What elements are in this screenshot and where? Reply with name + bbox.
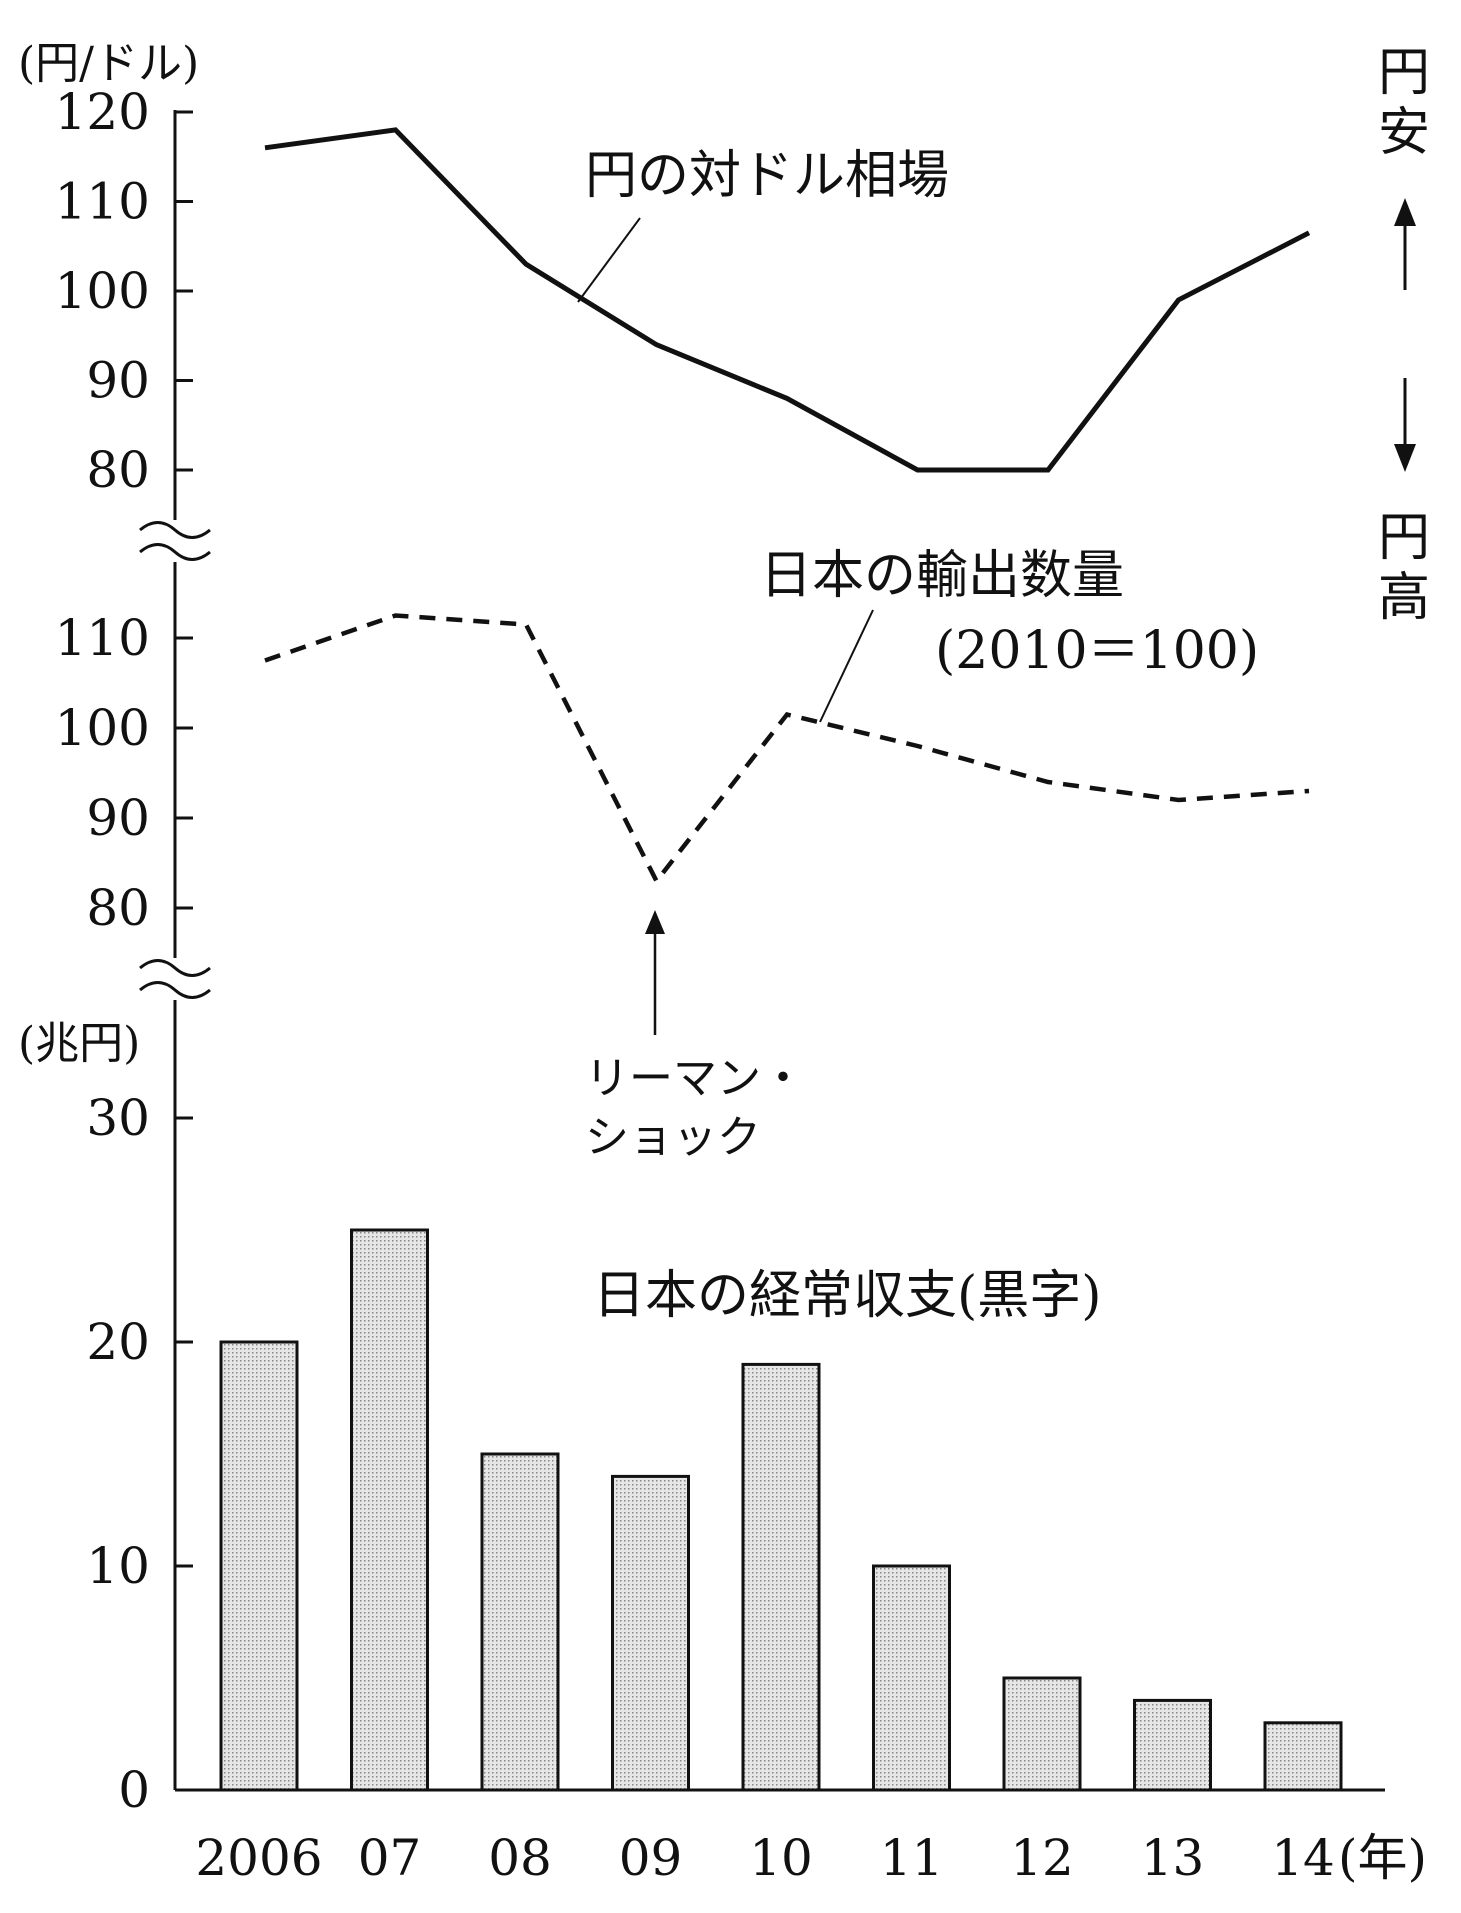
y-tick-label: 80	[86, 441, 150, 499]
current-account-bars	[219, 1228, 1343, 1792]
export-volume-ticks: 110 100 90 80	[55, 609, 193, 937]
x-tick-label: 14	[1271, 1829, 1335, 1887]
y-tick-label: 110	[55, 173, 150, 231]
bar	[480, 1452, 560, 1792]
bar	[219, 1340, 299, 1792]
lehman-callout-line-1: リーマン・	[585, 1053, 805, 1104]
x-tick-label: 11	[880, 1829, 944, 1887]
exchange-rate-label: 円の対ドル相場	[585, 146, 949, 206]
axis-break-1	[139, 521, 211, 561]
exchange-rate-unit: (円/ドル)	[18, 38, 199, 89]
exchange-rate-leader	[577, 217, 641, 303]
export-volume-line	[264, 613, 1310, 886]
y-tick-label: 100	[55, 699, 150, 757]
y-tick-label: 80	[86, 879, 150, 937]
yen-strong-char-2: 高	[1378, 568, 1430, 628]
bar	[741, 1362, 821, 1792]
yen-weak-char-1: 円	[1378, 43, 1430, 103]
exchange-rate-polyline	[264, 127, 1311, 473]
yen-strong-char-1: 円	[1378, 508, 1430, 568]
yen-weak-char-2: 安	[1378, 103, 1430, 163]
axis-break-2	[139, 959, 211, 999]
bar	[1263, 1721, 1343, 1792]
export-volume-polyline	[264, 613, 1310, 886]
y-tick-label: 20	[86, 1313, 150, 1371]
export-volume-note: (2010＝100)	[935, 621, 1259, 681]
x-axis-labels: 2006 07 08 09 10 11 12 13 14	[195, 1829, 1334, 1887]
current-account-unit: (兆円)	[18, 1018, 140, 1069]
y-tick-label: 120	[55, 83, 150, 141]
current-account-ticks: 30 20 10 0	[86, 1089, 193, 1819]
y-tick-label: 0	[118, 1761, 150, 1819]
yen-weak-arrow-head	[1394, 198, 1416, 226]
x-tick-label: 07	[358, 1829, 422, 1887]
x-tick-label: 09	[619, 1829, 683, 1887]
x-tick-label: 13	[1141, 1829, 1205, 1887]
y-tick-label: 10	[86, 1537, 150, 1595]
bar	[350, 1228, 429, 1792]
bar	[1002, 1676, 1082, 1792]
x-axis-unit: (年)	[1338, 1829, 1427, 1887]
bar	[872, 1564, 951, 1792]
exchange-rate-line	[264, 127, 1311, 473]
export-volume-label: 日本の輸出数量	[760, 546, 1124, 606]
y-tick-label: 90	[86, 352, 150, 410]
y-tick-label: 30	[86, 1089, 150, 1147]
exchange-rate-ticks: 120 110 100 90 80	[55, 83, 193, 499]
yen-strong-arrow-head	[1394, 444, 1416, 472]
bar	[1133, 1698, 1212, 1792]
x-tick-label: 12	[1010, 1829, 1074, 1887]
current-account-label: 日本の経常収支(黒字)	[593, 1266, 1102, 1326]
y-tick-label: 90	[86, 789, 150, 847]
x-tick-label: 10	[749, 1829, 813, 1887]
bar	[611, 1474, 690, 1792]
lehman-arrow-head	[645, 910, 665, 934]
x-tick-label: 2006	[195, 1829, 322, 1887]
y-tick-label: 110	[55, 609, 150, 667]
lehman-callout-line-2: ショック	[585, 1112, 761, 1163]
y-tick-label: 100	[55, 262, 150, 320]
export-volume-leader	[819, 609, 874, 723]
x-tick-label: 08	[488, 1829, 552, 1887]
